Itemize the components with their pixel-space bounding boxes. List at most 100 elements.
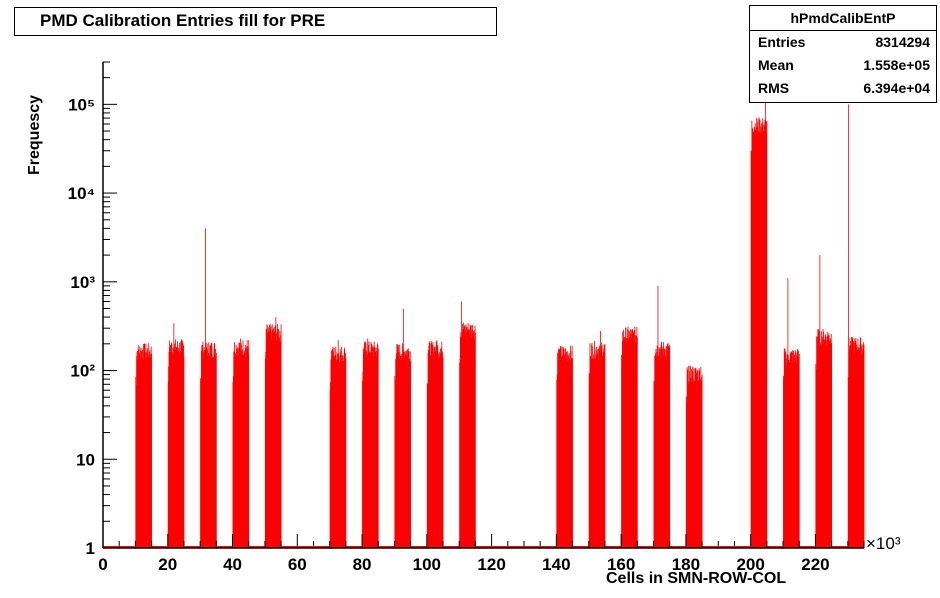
histogram-bin [245,345,246,548]
histogram-bin [763,131,765,549]
histogram-bin [374,351,376,548]
histogram-bin [232,376,234,548]
histogram-bin [181,339,183,548]
histogram-bin [234,353,236,548]
histogram-bin [339,349,341,548]
x-tick-label: 220 [801,555,829,574]
histogram-bin [404,357,406,548]
histogram-bin [377,348,379,548]
histogram-bin [264,358,266,548]
histogram-bin [173,354,174,548]
histogram-bin [817,329,819,548]
histogram-bin [665,346,667,548]
histogram-bin [433,346,435,548]
histogram-bin [598,348,599,548]
histogram-bin [203,351,205,548]
histogram-bin [860,337,862,548]
histogram-bin [137,350,138,548]
histogram-bin [135,376,137,548]
histogram-bin [468,336,469,548]
histogram-bin [473,339,475,548]
histogram-bin [856,350,858,548]
histogram-bin [636,326,638,548]
histogram-bin [436,340,438,548]
histogram-bin [208,353,210,548]
histogram-bin [462,323,463,548]
histogram-bin [464,329,466,548]
histogram-bin [464,331,465,548]
histogram-bin [823,339,825,548]
histogram-bin [436,345,438,548]
histogram-bin [242,340,244,548]
histogram-bin [758,131,760,548]
histogram-bin [818,345,820,548]
histogram-bin [848,104,850,549]
histogram-bin [853,341,855,548]
histogram-bin [178,351,180,548]
histogram-bin [857,350,859,548]
histogram-bin [277,338,279,548]
histogram-bin [215,357,217,548]
stats-row-entries: Entries 8314294 [750,31,936,54]
histogram-bin [275,340,277,548]
histogram-bin [700,380,702,548]
histogram-bin [762,118,764,548]
histogram-bin [343,349,345,548]
histogram-bin [687,369,689,548]
histogram-bin [234,341,235,548]
histogram-bin [594,358,596,548]
histogram-bin [696,372,698,548]
y-axis-label: Frequescy [26,94,43,175]
histogram-bin [149,354,151,548]
histogram-bin [759,133,760,548]
histogram-bin [699,370,701,548]
histogram-bin [473,333,475,548]
histogram-bin [238,342,240,548]
histogram-bin [366,354,368,548]
histogram-bin [604,347,605,548]
histogram-bin [177,347,179,548]
histogram-bin [635,335,637,548]
histogram-bin [624,339,626,548]
histogram-bin [440,348,441,548]
histogram-bin [565,352,567,548]
histogram-bin [557,363,559,548]
histogram-bin [370,346,372,548]
histogram-bin [858,347,860,548]
histogram-bin [145,352,146,548]
histogram-bin [789,359,791,548]
histogram-bin [428,350,429,548]
histogram-bin [697,369,699,548]
histogram-bin [143,360,145,548]
histogram-bin [569,363,571,548]
histogram-bin [757,130,759,549]
histogram-bin [761,126,763,548]
histogram-bin [667,342,669,548]
histogram-bin [821,345,823,548]
histogram-bin [796,351,798,548]
histogram-bin [859,344,861,548]
histogram-bin [850,349,852,548]
histogram-bin [629,333,631,548]
histogram-bin [563,354,565,548]
histogram-bin [141,356,142,548]
histogram-bin [796,363,798,548]
histogram-bin [332,351,334,548]
histogram-bin [171,342,172,548]
histogram-bin [560,346,562,548]
histogram-bin [376,356,378,548]
histogram-bin [592,358,594,548]
histogram-bin [410,361,412,548]
histogram-bin [563,347,565,548]
histogram-bin [280,324,282,548]
histogram-bin [460,332,462,548]
histogram-bin [594,358,596,548]
histogram-bin [602,352,604,548]
histogram-bin [275,317,277,548]
histogram-bin [333,347,335,548]
histogram-bin [206,349,208,548]
histogram-bin [855,338,857,548]
histogram-bin [342,355,344,548]
histogram-bin [627,329,628,548]
histogram-bin [621,366,623,548]
